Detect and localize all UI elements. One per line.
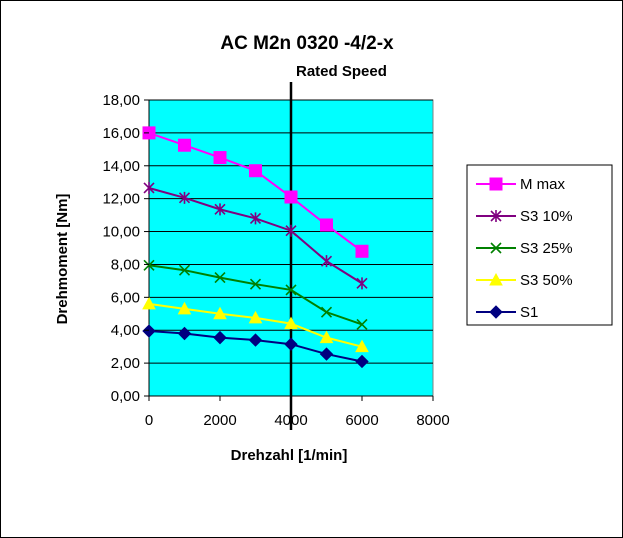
legend: M max S3 10% S3 25% S3 50% S1 (466, 164, 613, 326)
data-point (285, 284, 297, 296)
data-point (142, 324, 156, 338)
x-tick-label: 4000 (274, 412, 307, 429)
data-point (284, 190, 298, 204)
data-point (320, 218, 333, 232)
data-point (355, 244, 369, 258)
data-point (285, 224, 297, 237)
y-tick-label: 18,00 (102, 92, 140, 109)
data-point (177, 301, 192, 315)
y-tick-label: 6,00 (111, 289, 140, 306)
legend-label: S1 (520, 304, 538, 321)
y-tick-label: 4,00 (111, 322, 140, 339)
y-tick-label: 8,00 (111, 256, 140, 273)
data-point (320, 255, 333, 268)
x-tick-label: 8000 (416, 412, 449, 429)
data-point (213, 330, 227, 345)
legend-item-s1: S1 (476, 304, 538, 321)
x-tick-label: 0 (145, 412, 153, 429)
data-point (143, 181, 155, 194)
legend-marker (489, 177, 503, 191)
data-point (284, 316, 298, 330)
legend-marker (489, 272, 503, 286)
x-tick-label: 6000 (345, 412, 378, 429)
data-point (319, 347, 334, 361)
y-tick-label: 12,00 (102, 191, 140, 208)
data-point (355, 354, 369, 369)
data-point (178, 191, 191, 204)
legend-item-m-max: M max (476, 176, 566, 193)
series-s3-50 (142, 296, 369, 353)
data-point (248, 333, 263, 347)
legend-marker (489, 305, 503, 319)
data-point (143, 259, 155, 271)
y-tick-label: 10,00 (102, 224, 140, 241)
data-point (284, 337, 298, 351)
series-s3-25 (143, 259, 368, 331)
data-point (178, 264, 191, 276)
series-s1 (142, 324, 369, 369)
y-tick-label: 14,00 (102, 158, 140, 175)
data-point (356, 277, 368, 290)
data-point (320, 306, 333, 318)
legend-item-s3-10: S3 10% (476, 208, 573, 225)
legend-item-s3-50: S3 50% (476, 272, 573, 289)
y-axis-label: Drehmoment [Nm] (54, 194, 71, 325)
legend-item-s3-25: S3 25% (476, 240, 573, 257)
data-point (355, 339, 369, 353)
data-point (214, 272, 226, 284)
data-point (249, 278, 262, 290)
y-tick-label: 0,00 (111, 388, 140, 405)
data-point (319, 330, 334, 344)
data-point (249, 212, 262, 225)
data-point (142, 296, 156, 310)
data-point (249, 164, 262, 178)
legend-marker (490, 242, 502, 254)
legend-marker (490, 210, 502, 222)
legend-box (466, 164, 613, 326)
legend-label: S3 10% (520, 208, 573, 225)
data-point (213, 151, 227, 165)
x-tick-label: 2000 (203, 412, 236, 429)
legend-label: M max (520, 176, 566, 193)
chart-title: AC M2n 0320 -4/2-x (220, 33, 394, 54)
data-point (248, 310, 263, 324)
data-point (214, 203, 226, 216)
data-point (177, 326, 192, 341)
legend-label: S3 25% (520, 240, 573, 257)
series-s3-10 (143, 181, 368, 290)
y-tick-label: 2,00 (111, 355, 140, 372)
data-point (213, 306, 227, 320)
data-point (178, 138, 191, 152)
legend-label: S3 50% (520, 272, 573, 289)
rated-speed-label: Rated Speed (296, 63, 387, 80)
data-point (356, 318, 368, 331)
x-axis-label: Drehzahl [1/min] (231, 447, 348, 464)
y-tick-label: 16,00 (102, 125, 140, 142)
